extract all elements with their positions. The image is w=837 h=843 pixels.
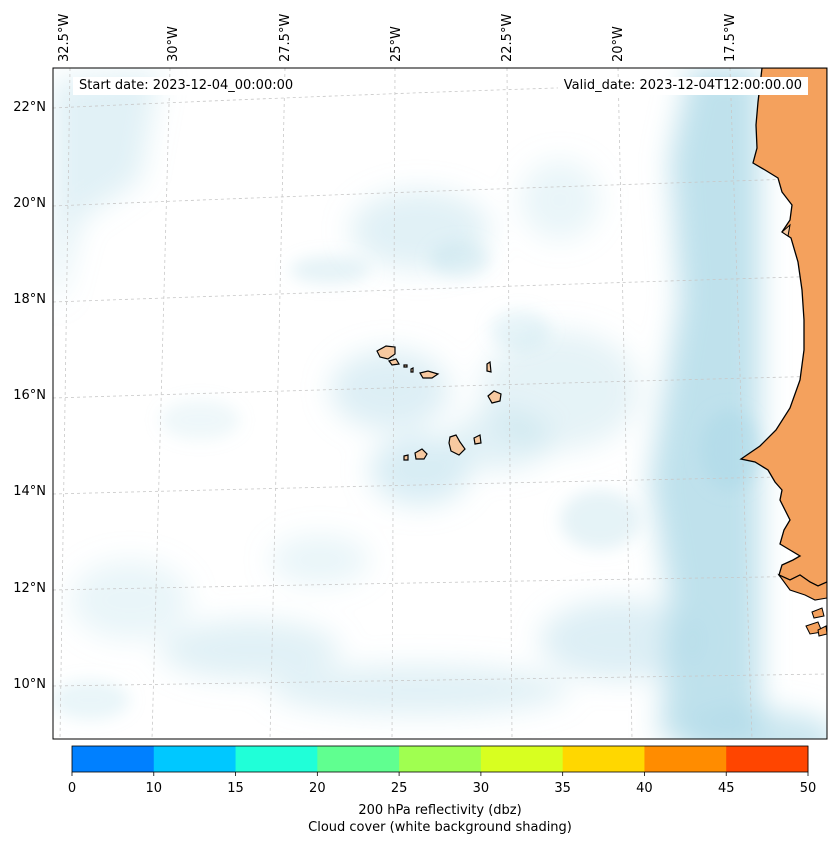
colorbar-swatch: [317, 746, 400, 772]
colorbar-tick-label: 0: [68, 781, 76, 796]
colorbar: 0 10 15 20 25 30 35 40 45 50 200 hPa reflectivity…: [68, 745, 816, 835]
valid-date-label: Valid_date: 2023-12-04T12:00:00.00: [557, 77, 808, 95]
lon-label: 25°W: [389, 26, 404, 62]
colorbar-swatch: [72, 746, 155, 772]
map-area: [53, 68, 827, 739]
colorbar-swatch: [480, 746, 564, 772]
cape-verde-islands: [376, 345, 502, 461]
colorbar-label-cloud-cover: Cloud cover (white background shading): [308, 820, 572, 835]
island-sal: [486, 360, 492, 373]
bijagos-island: [817, 625, 827, 637]
map-frame: [52, 67, 828, 740]
island-sao-nicolau: [410, 367, 414, 373]
colorbar-swatch: [726, 746, 809, 772]
colorbar-ticks: 0 10 15 20 25 30 35 40 45 50: [68, 772, 816, 796]
island-santiago: [448, 434, 466, 456]
lat-label: 18°N: [13, 292, 46, 307]
colorbar-tick-label: 30: [473, 781, 490, 796]
island-santo-antao: [376, 345, 396, 360]
cloud-cover-shading: [53, 68, 827, 739]
colorbar-swatch: [562, 746, 645, 772]
lon-label: 20°W: [611, 26, 626, 62]
bijagos-island: [811, 607, 825, 619]
colorbar-tick-label: 20: [309, 781, 326, 796]
colorbar-swatch: [644, 746, 727, 772]
colorbar-tick-label: 15: [227, 781, 244, 796]
colorbar-label-reflectivity: 200 hPa reflectivity (dbz): [358, 803, 521, 818]
island-brava: [403, 454, 409, 461]
lat-label: 20°N: [13, 196, 46, 211]
island-santa-luzia: [403, 364, 408, 368]
lat-label: 16°N: [13, 388, 46, 403]
island-sao-vicente: [387, 358, 400, 366]
colorbar-tick-label: 10: [146, 781, 163, 796]
colorbar-tick-label: 35: [554, 781, 571, 796]
lon-label: 17.5°W: [723, 14, 738, 62]
lon-label: 27.5°W: [278, 14, 293, 62]
colorbar-frame: [71, 745, 809, 773]
lon-label: 30°W: [166, 26, 181, 62]
lat-label: 12°N: [13, 581, 46, 596]
island-maio: [473, 434, 482, 445]
colorbar-swatch: [399, 746, 482, 772]
longitude-labels: 32.5°W 30°W 27.5°W 25°W 22.5°W 20°W 17.5…: [57, 14, 738, 62]
lon-label: 22.5°W: [500, 14, 515, 62]
colorbar-tick-label: 50: [800, 781, 817, 796]
lat-label: 10°N: [13, 677, 46, 692]
latitude-labels: 22°N 20°N 18°N 16°N 14°N 12°N 10°N: [13, 100, 46, 692]
colorbar-tick-label: 25: [391, 781, 408, 796]
island-boa-vista: [487, 390, 502, 404]
lat-label: 22°N: [13, 100, 46, 115]
lat-label: 14°N: [13, 484, 46, 499]
colorbar-swatches: [72, 746, 809, 772]
lon-label: 32.5°W: [57, 14, 72, 62]
gridlines: [53, 68, 827, 739]
colorbar-swatch: [153, 746, 237, 772]
island-sao-nicolau-main: [419, 370, 440, 379]
island-fogo: [414, 448, 428, 460]
colorbar-tick-label: 40: [636, 781, 653, 796]
colorbar-tick-label: 45: [718, 781, 735, 796]
colorbar-swatch: [235, 746, 318, 772]
start-date-label: Start date: 2023-12-04_00:00:00: [73, 77, 300, 95]
